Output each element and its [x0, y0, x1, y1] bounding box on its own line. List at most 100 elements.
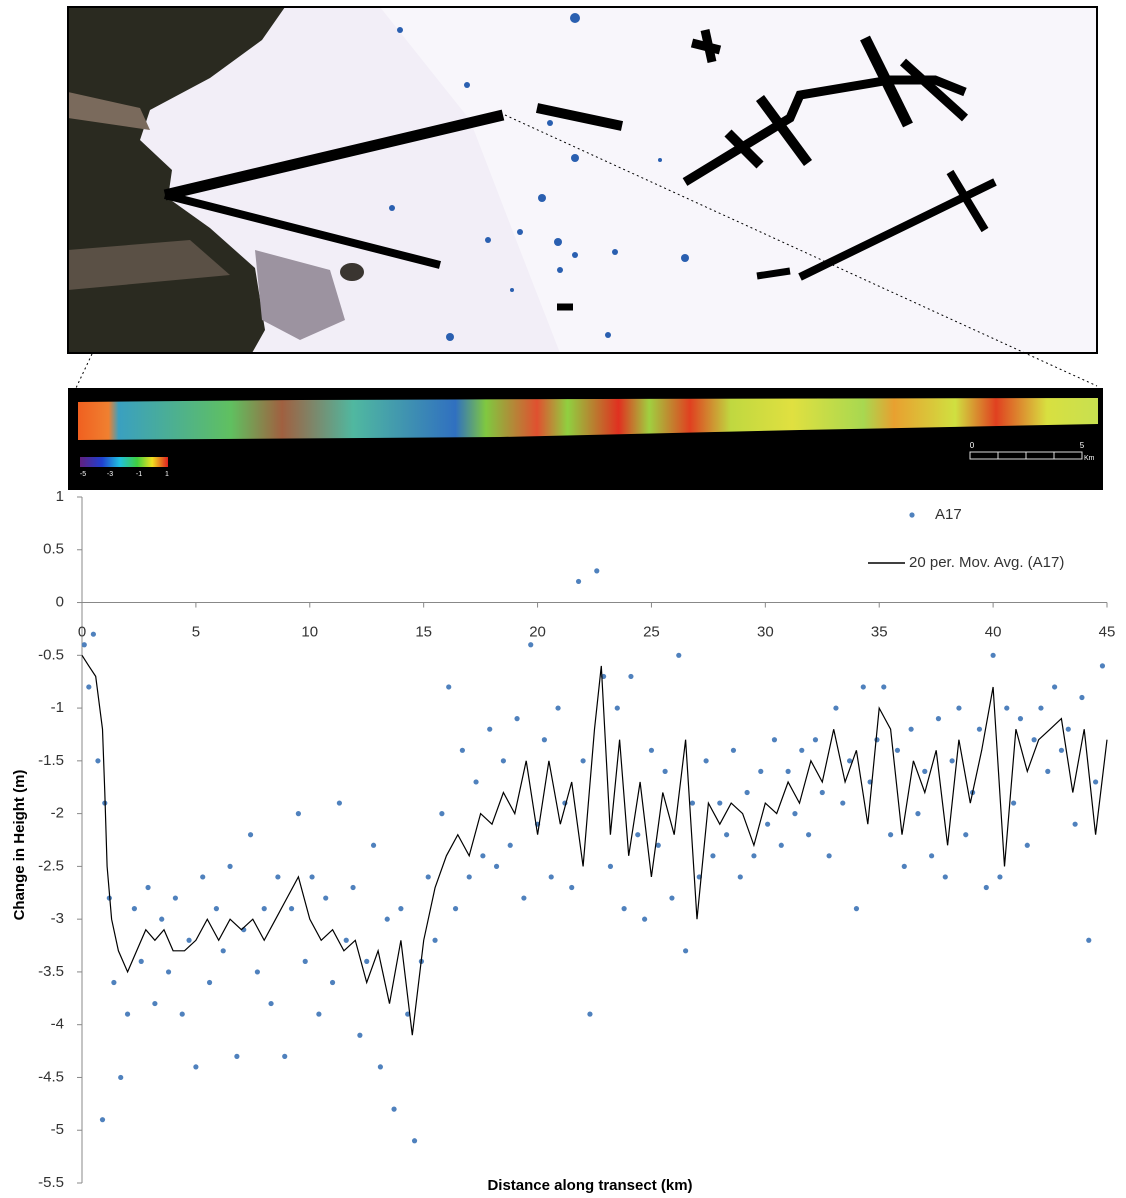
data-point: [840, 800, 846, 806]
data-point: [206, 979, 213, 986]
data-point: [929, 853, 935, 859]
data-point: [227, 863, 233, 869]
data-point: [480, 853, 486, 859]
y-tick-label: -0.5: [38, 646, 64, 663]
y-tick-label: -5: [51, 1121, 64, 1138]
data-point: [350, 884, 356, 891]
legend-label: 20 per. Mov. Avg. (A17): [909, 554, 1064, 571]
scale-label: 0: [970, 441, 975, 450]
x-tick-label: 0: [78, 624, 86, 641]
data-point: [329, 979, 336, 986]
data-point: [234, 1053, 240, 1059]
data-point: [425, 874, 431, 880]
colorbar-label: -1: [136, 471, 142, 478]
data-point: [302, 958, 308, 964]
zoom-line: [504, 114, 1098, 387]
data-point: [833, 705, 839, 711]
x-tick-label: 40: [985, 624, 1002, 641]
data-point: [569, 884, 575, 891]
data-point: [111, 979, 117, 986]
data-point: [86, 684, 92, 690]
data-point: [860, 684, 866, 690]
data-point: [336, 800, 342, 806]
data-point: [261, 906, 267, 912]
data-point: [1045, 768, 1051, 775]
data-point: [316, 1011, 322, 1017]
x-tick-label: 45: [1099, 624, 1116, 641]
data-point: [439, 811, 445, 817]
data-point: [662, 768, 668, 775]
y-tick-label: -3: [51, 910, 64, 927]
data-point: [963, 832, 969, 838]
data-point: [956, 705, 962, 711]
data-point: [997, 874, 1003, 880]
data-point: [99, 1117, 106, 1123]
y-tick-label: -1: [51, 699, 64, 716]
chart: 1 0.5 0 -0.5 -1 -1.5 -2 -2.5 -3 -3.5 -4 -4.5 -5 -5.5 0…: [11, 488, 1115, 1194]
x-tick-label: 25: [643, 624, 660, 641]
data-point: [949, 758, 955, 764]
data-point: [922, 768, 928, 775]
data-point: [555, 705, 561, 711]
data-point: [853, 906, 860, 912]
data-point: [1038, 705, 1044, 711]
data-point: [370, 842, 377, 848]
data-point: [792, 811, 798, 817]
x-tick-label: 35: [871, 624, 888, 641]
data-point: [295, 811, 301, 817]
data-point: [1079, 694, 1085, 701]
data-point: [159, 916, 165, 922]
data-point: [145, 884, 151, 891]
data-point: [398, 906, 404, 912]
elevation-strip: -5 -3 -1 1 0 5 Km: [68, 388, 1103, 490]
data-point: [908, 726, 914, 732]
data-point: [874, 737, 880, 743]
data-point: [778, 842, 784, 848]
data-point: [213, 906, 219, 912]
data-point: [607, 863, 614, 869]
data-point: [744, 789, 750, 796]
data-point: [172, 895, 178, 901]
data-point: [976, 726, 983, 732]
data-point: [730, 747, 737, 753]
data-point: [819, 789, 825, 796]
x-axis-title: Distance along transect (km): [487, 1177, 692, 1194]
data-point: [432, 937, 438, 943]
data-point: [1052, 684, 1058, 690]
x-tick-label: 20: [529, 624, 546, 641]
data-point: [689, 800, 696, 806]
data-point: [384, 916, 390, 922]
data-point: [990, 652, 996, 658]
y-axis-title: Change in Height (m): [11, 770, 28, 921]
data-point: [95, 758, 101, 764]
colorbar-label: -5: [80, 471, 86, 478]
data-point: [459, 747, 465, 753]
y-tick-label: 0.5: [43, 541, 64, 558]
data-point: [1024, 842, 1030, 848]
y-tick-label: 0: [56, 594, 64, 611]
data-point: [1011, 800, 1017, 806]
data-point: [847, 758, 853, 764]
data-point: [983, 884, 989, 891]
x-tick-label: 15: [415, 624, 432, 641]
data-point: [621, 906, 627, 912]
data-point: [254, 969, 260, 975]
data-point: [193, 1064, 199, 1070]
data-point: [90, 631, 96, 637]
colorbar-label: 1: [165, 471, 169, 478]
data-point: [514, 716, 520, 722]
data-point: [391, 1106, 397, 1112]
data-point: [575, 578, 582, 585]
data-point: [785, 768, 791, 775]
data-point: [220, 948, 226, 954]
data-point: [528, 642, 534, 648]
data-point: [737, 874, 743, 880]
data-point: [247, 832, 254, 838]
data-point: [118, 1074, 124, 1081]
data-point: [131, 906, 137, 912]
data-point: [655, 842, 661, 848]
data-point: [275, 874, 281, 880]
scale-unit: Km: [1084, 455, 1095, 462]
data-point: [377, 1064, 383, 1070]
